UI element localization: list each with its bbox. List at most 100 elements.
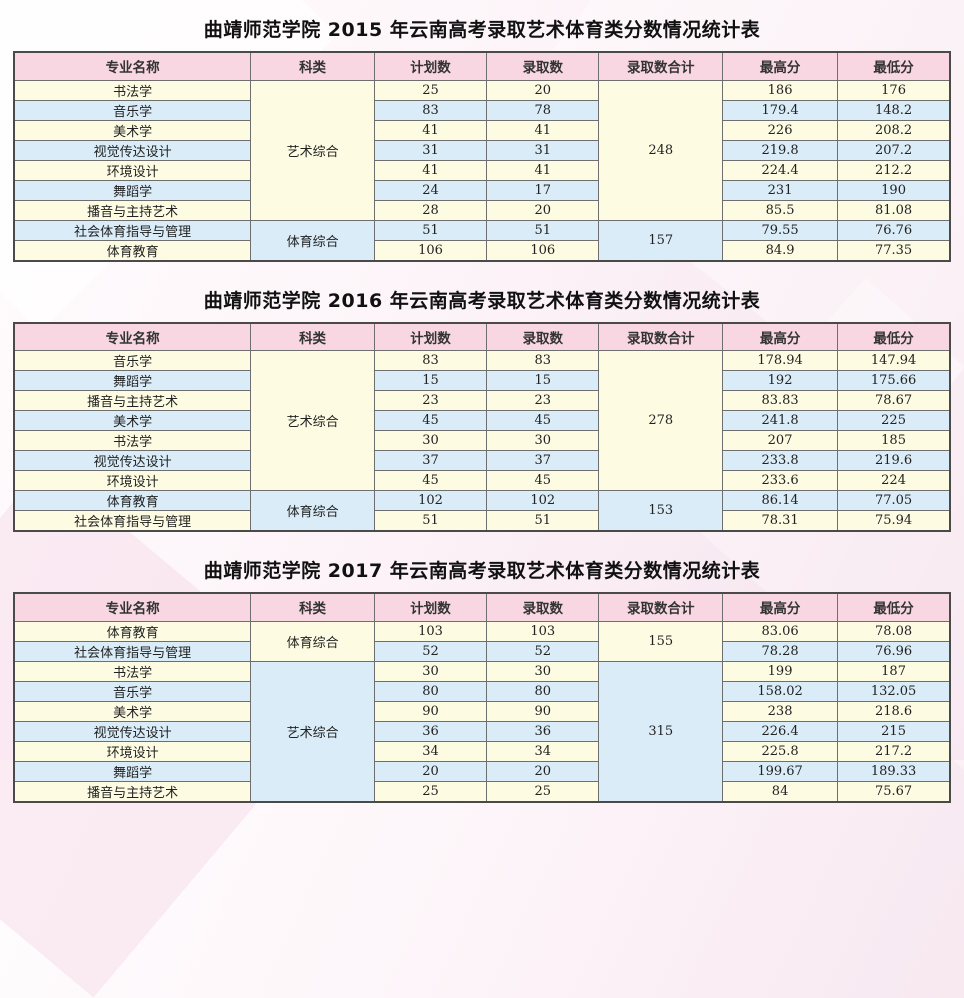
admitted-count-cell: 90 — [486, 700, 600, 722]
major-cell: 播音与主持艺术 — [13, 390, 252, 411]
category-cell: 体育综合 — [250, 219, 375, 261]
major-cell: 音乐学 — [13, 99, 252, 121]
admitted-count-cell: 17 — [486, 179, 600, 201]
table-row: 视觉传达设计 36 36 226.4 215 — [13, 720, 951, 742]
admitted-count-cell: 103 — [486, 620, 600, 642]
table-row: 环境设计 34 34 225.8 217.2 — [13, 740, 951, 762]
admitted-count-cell: 51 — [486, 510, 600, 532]
table-row: 社会体育指导与管理 体育综合 51 51 157 79.55 76.76 — [13, 219, 951, 261]
admitted-count-cell: 36 — [486, 720, 600, 742]
col-header-admitted: 录取数 — [486, 592, 600, 622]
admitted-count-cell: 83 — [486, 350, 600, 371]
col-header-admitted: 录取数 — [486, 51, 600, 81]
max-score-cell: 78.31 — [722, 510, 839, 532]
admitted-total-cell: 153 — [598, 490, 724, 532]
min-score-cell: 219.6 — [837, 450, 951, 471]
plan-count-cell: 102 — [373, 490, 488, 511]
admitted-count-cell: 102 — [486, 490, 600, 511]
table-row: 美术学 41 41 226 208.2 — [13, 119, 951, 141]
admitted-count-cell: 20 — [486, 79, 600, 101]
major-cell: 体育教育 — [13, 490, 252, 511]
admitted-count-cell: 30 — [486, 430, 600, 451]
admitted-count-cell: 20 — [486, 760, 600, 782]
table-row: 体育教育 体育综合 103 103 155 83.06 78.08 — [13, 620, 951, 662]
max-score-cell: 179.4 — [722, 99, 839, 121]
plan-count-cell: 28 — [373, 199, 488, 221]
major-cell: 舞蹈学 — [13, 179, 252, 201]
major-cell: 社会体育指导与管理 — [13, 510, 252, 532]
max-score-cell: 224.4 — [722, 159, 839, 181]
table-row: 环境设计 45 45 233.6 224 — [13, 470, 951, 491]
plan-count-cell: 45 — [373, 410, 488, 431]
max-score-cell: 199.67 — [722, 760, 839, 782]
max-score-cell: 207 — [722, 430, 839, 451]
plan-count-cell: 15 — [373, 370, 488, 391]
min-score-cell: 212.2 — [837, 159, 951, 181]
table-row: 书法学 艺术综合 30 30 315 199 187 — [13, 660, 951, 802]
max-score-cell: 233.6 — [722, 470, 839, 491]
major-cell: 美术学 — [13, 119, 252, 141]
plan-count-cell: 51 — [373, 219, 488, 241]
page-content: 曲靖师范学院 2015 年云南高考录取艺术体育类分数情况统计表 专业名称 科类 … — [0, 15, 964, 803]
table-row: 舞蹈学 15 15 192 175.66 — [13, 370, 951, 391]
admitted-count-cell: 15 — [486, 370, 600, 391]
max-score-cell: 225.8 — [722, 740, 839, 762]
admitted-total-cell: 315 — [598, 660, 724, 802]
admitted-count-cell: 51 — [486, 219, 600, 241]
max-score-cell: 219.8 — [722, 139, 839, 161]
plan-count-cell: 90 — [373, 700, 488, 722]
max-score-cell: 199 — [722, 660, 839, 682]
col-header-plan: 计划数 — [373, 322, 488, 351]
min-score-cell: 190 — [837, 179, 951, 201]
admitted-count-cell: 52 — [486, 640, 600, 662]
table-row: 社会体育指导与管理 52 52 78.28 76.96 — [13, 640, 951, 662]
major-cell: 视觉传达设计 — [13, 720, 252, 742]
admitted-count-cell: 106 — [486, 239, 600, 261]
min-score-cell: 147.94 — [837, 350, 951, 371]
table-row: 播音与主持艺术 23 23 83.83 78.67 — [13, 390, 951, 411]
table-row: 视觉传达设计 31 31 219.8 207.2 — [13, 139, 951, 161]
major-cell: 音乐学 — [13, 350, 252, 371]
admitted-total-cell: 248 — [598, 79, 724, 221]
major-cell: 社会体育指导与管理 — [13, 640, 252, 662]
admitted-count-cell: 20 — [486, 199, 600, 221]
major-cell: 书法学 — [13, 660, 252, 682]
col-header-max-score: 最高分 — [722, 592, 839, 622]
table-section-2016: 曲靖师范学院 2016 年云南高考录取艺术体育类分数情况统计表 专业名称 科类 … — [0, 286, 964, 532]
admitted-count-cell: 25 — [486, 780, 600, 802]
plan-count-cell: 23 — [373, 390, 488, 411]
plan-count-cell: 37 — [373, 450, 488, 471]
category-cell: 艺术综合 — [250, 79, 375, 221]
min-score-cell: 175.66 — [837, 370, 951, 391]
plan-count-cell: 31 — [373, 139, 488, 161]
table-row: 书法学 艺术综合 25 20 248 186 176 — [13, 79, 951, 221]
table-row: 舞蹈学 20 20 199.67 189.33 — [13, 760, 951, 782]
col-header-admitted: 录取数 — [486, 322, 600, 351]
max-score-cell: 226 — [722, 119, 839, 141]
table-section-2015: 曲靖师范学院 2015 年云南高考录取艺术体育类分数情况统计表 专业名称 科类 … — [0, 15, 964, 262]
table-row: 体育教育 106 106 84.9 77.35 — [13, 239, 951, 261]
max-score-cell: 158.02 — [722, 680, 839, 702]
category-cell: 艺术综合 — [250, 350, 375, 491]
major-cell: 音乐学 — [13, 680, 252, 702]
table-title-2015: 曲靖师范学院 2015 年云南高考录取艺术体育类分数情况统计表 — [203, 19, 761, 41]
min-score-cell: 187 — [837, 660, 951, 682]
table-row: 社会体育指导与管理 51 51 78.31 75.94 — [13, 510, 951, 532]
header-row: 专业名称 科类 计划数 录取数 录取数合计 最高分 最低分 — [13, 322, 951, 351]
plan-count-cell: 34 — [373, 740, 488, 762]
min-score-cell: 132.05 — [837, 680, 951, 702]
col-header-category: 科类 — [250, 51, 375, 81]
major-cell: 社会体育指导与管理 — [13, 219, 252, 241]
major-cell: 舞蹈学 — [13, 760, 252, 782]
col-header-min-score: 最低分 — [837, 51, 951, 81]
major-cell: 视觉传达设计 — [13, 450, 252, 471]
plan-count-cell: 106 — [373, 239, 488, 261]
admitted-count-cell: 78 — [486, 99, 600, 121]
table-row: 体育教育 体育综合 102 102 153 86.14 77.05 — [13, 490, 951, 532]
admitted-count-cell: 30 — [486, 660, 600, 682]
major-cell: 环境设计 — [13, 740, 252, 762]
plan-count-cell: 36 — [373, 720, 488, 742]
min-score-cell: 78.67 — [837, 390, 951, 411]
category-cell: 艺术综合 — [250, 660, 375, 802]
min-score-cell: 218.6 — [837, 700, 951, 722]
